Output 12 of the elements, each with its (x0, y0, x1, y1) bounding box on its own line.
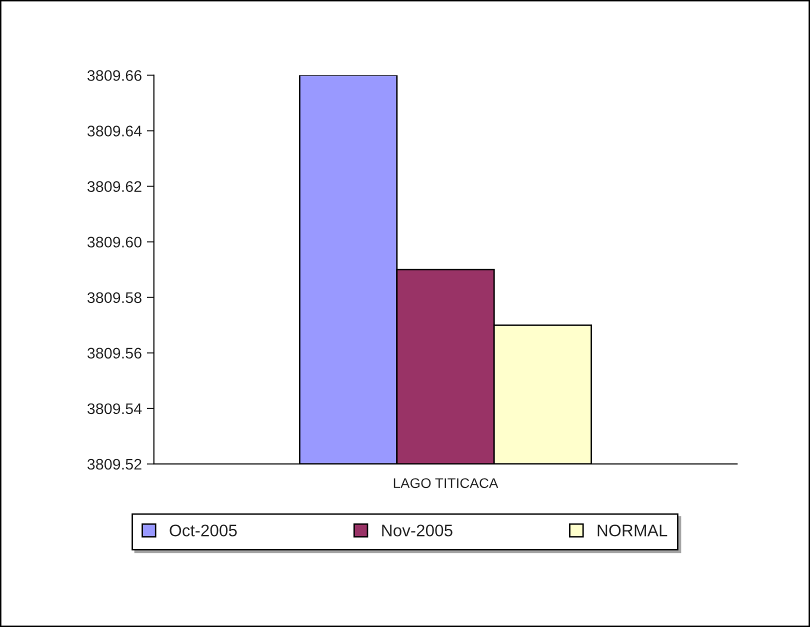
y-tick-label: 3809.58 (87, 292, 142, 304)
legend-label: Nov-2005 (382, 524, 452, 536)
legend-label: NORMAL (598, 524, 668, 536)
legend-label: Oct-2005 (170, 524, 237, 536)
y-tick-label: 3809.64 (87, 126, 142, 136)
y-tick-label: 3809.52 (87, 458, 142, 470)
y-tick-label: 3809.56 (87, 348, 142, 359)
y-tick-label: 3809.60 (87, 236, 142, 248)
x-tick-label: LAGO TITICACA (394, 478, 498, 488)
y-tick-label: 3809.66 (87, 70, 142, 81)
y-tick-label: 3809.54 (87, 403, 142, 414)
y-tick-label: 3809.62 (87, 181, 142, 192)
